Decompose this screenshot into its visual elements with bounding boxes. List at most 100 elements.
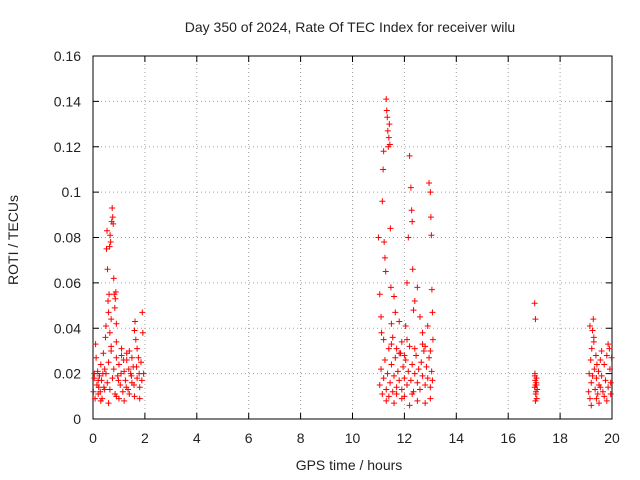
- data-point: [135, 354, 142, 361]
- data-point: [109, 375, 116, 382]
- data-point: [586, 395, 593, 402]
- data-point: [392, 309, 399, 316]
- data-point: [102, 370, 109, 377]
- data-point: [385, 345, 392, 352]
- data-point: [409, 266, 416, 273]
- data-point: [386, 141, 393, 148]
- data-point: [105, 359, 112, 366]
- data-point: [383, 107, 390, 114]
- data-point: [416, 386, 423, 393]
- data-point: [403, 336, 410, 343]
- data-point: [427, 214, 434, 221]
- data-point: [120, 357, 127, 364]
- data-point: [123, 350, 130, 357]
- data-point: [427, 395, 434, 402]
- data-point: [105, 400, 112, 407]
- data-point: [112, 295, 119, 302]
- data-point: [97, 388, 104, 395]
- data-point: [139, 329, 146, 336]
- data-point: [110, 366, 117, 373]
- data-point: [401, 375, 408, 382]
- data-point: [593, 395, 600, 402]
- data-point: [403, 381, 410, 388]
- data-point: [411, 345, 418, 352]
- data-point: [384, 114, 391, 121]
- data-point: [394, 368, 401, 375]
- data-point: [386, 121, 393, 128]
- data-point: [396, 350, 403, 357]
- data-point: [601, 393, 608, 400]
- y-tick-label: 0.02: [54, 366, 81, 382]
- data-point: [415, 366, 422, 373]
- data-point: [597, 357, 604, 364]
- x-tick-label: 6: [245, 430, 253, 446]
- grid: [93, 56, 612, 419]
- data-point: [429, 377, 436, 384]
- data-point: [393, 384, 400, 391]
- data-point: [428, 232, 435, 239]
- data-point: [138, 377, 145, 384]
- data-point: [121, 397, 128, 404]
- data-point: [534, 386, 541, 393]
- data-point: [388, 341, 395, 348]
- y-axis-label: ROTI / TECUs: [5, 195, 21, 285]
- data-point: [408, 207, 415, 214]
- data-point: [385, 393, 392, 400]
- y-tick-label: 0.14: [54, 93, 81, 109]
- data-point: [122, 377, 129, 384]
- x-tick-label: 20: [604, 430, 620, 446]
- data-point: [407, 377, 414, 384]
- data-point: [118, 370, 125, 377]
- data-point: [106, 386, 113, 393]
- data-point: [111, 304, 118, 311]
- data-point: [97, 397, 104, 404]
- data-point: [119, 388, 126, 395]
- data-point: [110, 275, 117, 282]
- data-point: [100, 350, 107, 357]
- data-point: [414, 379, 421, 386]
- data-point: [123, 384, 130, 391]
- data-point: [598, 372, 605, 379]
- data-point: [387, 379, 394, 386]
- data-point: [125, 366, 132, 373]
- data-point: [97, 361, 104, 368]
- data-point: [126, 391, 133, 398]
- data-point: [389, 388, 396, 395]
- data-point: [93, 354, 100, 361]
- data-point: [105, 309, 112, 316]
- data-point: [398, 338, 405, 345]
- data-point: [607, 379, 614, 386]
- data-point: [108, 343, 115, 350]
- data-point: [420, 347, 427, 354]
- data-point: [423, 363, 430, 370]
- data-point: [429, 309, 436, 316]
- data-point: [128, 354, 135, 361]
- data-point: [387, 284, 394, 291]
- data-point: [406, 343, 413, 350]
- data-point: [387, 225, 394, 232]
- data-point: [406, 152, 413, 159]
- data-point: [95, 377, 102, 384]
- data-point: [532, 316, 539, 323]
- data-point: [106, 329, 113, 336]
- data-point: [589, 372, 596, 379]
- data-point: [598, 347, 605, 354]
- data-point: [103, 245, 110, 252]
- data-point: [409, 361, 416, 368]
- data-point: [391, 400, 398, 407]
- data-point: [426, 354, 433, 361]
- data-point: [424, 322, 431, 329]
- data-point: [411, 298, 418, 305]
- data-point: [532, 391, 539, 398]
- x-tick-label: 8: [297, 430, 305, 446]
- data-point: [378, 313, 385, 320]
- data-point: [599, 388, 606, 395]
- x-tick-label: 12: [397, 430, 413, 446]
- data-point: [585, 388, 592, 395]
- data-point: [426, 180, 433, 187]
- x-tick-label: 2: [141, 430, 149, 446]
- data-point: [419, 341, 426, 348]
- data-point: [588, 379, 595, 386]
- data-point: [139, 309, 146, 316]
